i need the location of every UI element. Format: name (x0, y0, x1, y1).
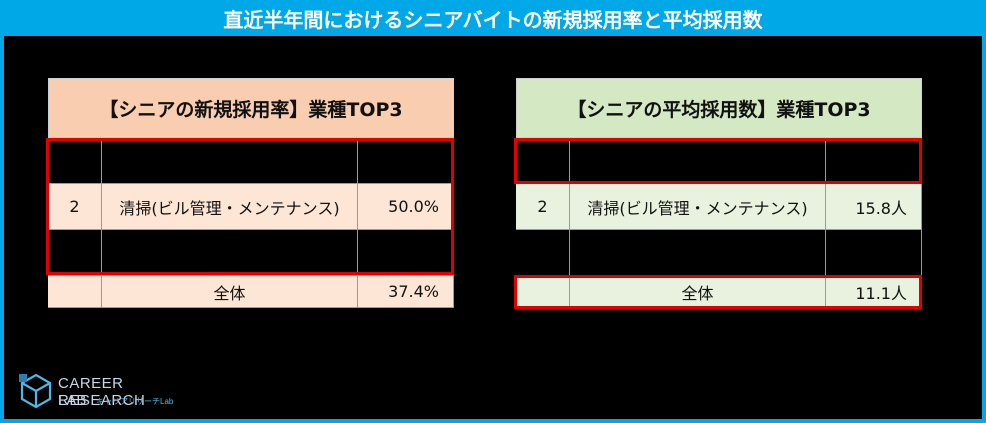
table-row-3-value (826, 230, 922, 276)
total-row-label: 全体 (570, 276, 826, 308)
logo-line2: LAB (58, 392, 87, 409)
career-research-lab-logo: CAREER RESEARCH LAB キャリアリサーチLab (18, 372, 188, 412)
table-row-1-industry (570, 138, 826, 184)
table-row-1-rank (516, 138, 570, 184)
logo-line1: CAREER RESEARCH (58, 375, 146, 409)
total-row-value: 37.4% (358, 276, 454, 308)
table-row-2-rank: 2 (516, 184, 570, 230)
table-row-1-value (358, 138, 454, 184)
table-row-3-rank (516, 230, 570, 276)
total-row-blank (48, 276, 102, 308)
logo-kana: キャリアリサーチLab (96, 397, 174, 406)
total-row-label: 全体 (102, 276, 358, 308)
table-row-1-rank (48, 138, 102, 184)
cube-logo-icon (19, 373, 52, 409)
table-row-1-value (826, 138, 922, 184)
page-title: 直近半年間におけるシニアバイトの新規採用率と平均採用数 (4, 0, 982, 36)
table-row-3-industry (570, 230, 826, 276)
table-row-3-value (358, 230, 454, 276)
table-row-2-value: 50.0% (358, 184, 454, 230)
table-row-1-industry (102, 138, 358, 184)
average-hires-table: 【シニアの平均採用数】業種TOP3 2 清掃(ビル管理・メンテナンス) 15.8… (514, 78, 922, 309)
new-hire-rate-header: 【シニアの新規採用率】業種TOP3 (48, 78, 454, 138)
table-row-2-industry: 清掃(ビル管理・メンテナンス) (570, 184, 826, 230)
total-row-blank (516, 276, 570, 308)
total-row-value: 11.1人 (826, 276, 922, 308)
new-hire-rate-table: 【シニアの新規採用率】業種TOP3 2 清掃(ビル管理・メンテナンス) 50.0… (46, 78, 454, 308)
table-row-2-industry: 清掃(ビル管理・メンテナンス) (102, 184, 358, 230)
table-row-2-value: 15.8人 (826, 184, 922, 230)
table-row-3-industry (102, 230, 358, 276)
average-hires-header: 【シニアの平均採用数】業種TOP3 (516, 78, 922, 138)
table-row-3-rank (48, 230, 102, 276)
table-row-2-rank: 2 (48, 184, 102, 230)
